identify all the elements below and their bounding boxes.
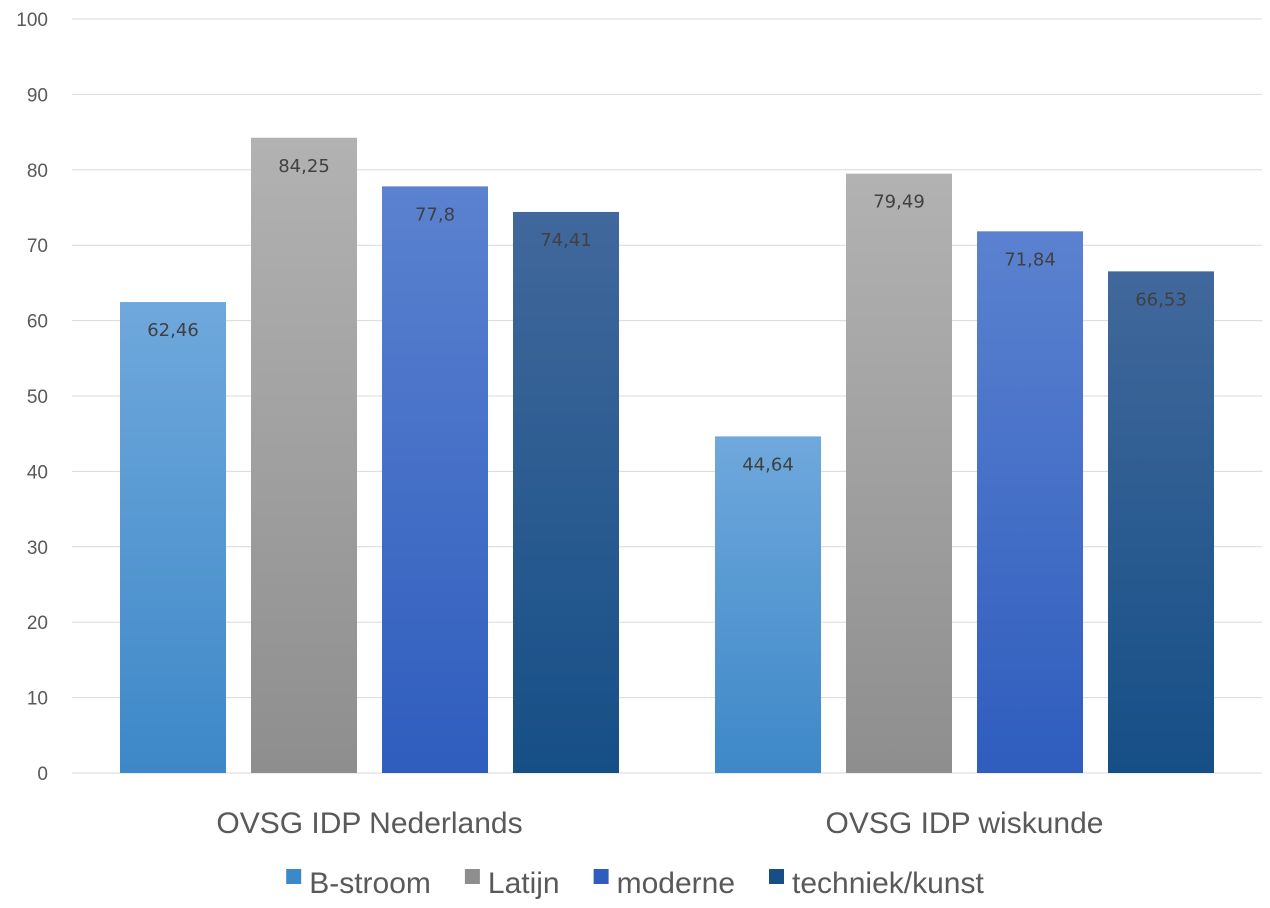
y-tick-label: 100 <box>16 10 48 31</box>
data-label: 71,84 <box>1004 249 1056 270</box>
y-tick-label: 50 <box>27 387 48 408</box>
legend-label: techniek/kunst <box>792 867 984 900</box>
y-tick-label: 70 <box>27 236 48 257</box>
legend-item: Latijn <box>464 867 560 900</box>
data-label: 77,8 <box>415 204 455 225</box>
y-tick-label: 40 <box>27 462 48 483</box>
y-tick-label: 90 <box>27 85 48 106</box>
y-tick-label: 80 <box>27 161 48 182</box>
legend-swatch <box>464 869 480 884</box>
y-tick-label: 0 <box>37 764 48 785</box>
bar-techniek-kunst <box>1108 271 1214 773</box>
legend-swatch <box>286 869 302 884</box>
x-category-label: OVSG IDP wiskunde <box>826 807 1104 840</box>
y-axis-ticks: 0 10 20 30 40 50 60 70 80 90 100 <box>16 10 48 785</box>
legend-swatch <box>769 869 785 884</box>
legend: B-stroom Latijn moderne techniek/kunst <box>286 867 984 900</box>
bars <box>120 137 1214 774</box>
y-tick-label: 60 <box>27 312 48 333</box>
bar-moderne <box>382 186 488 773</box>
data-labels: 62,46 84,25 77,8 74,41 44,64 79,49 71,84 66,53 <box>147 156 1187 476</box>
legend-swatch <box>593 869 609 884</box>
data-label: 62,46 <box>147 320 199 341</box>
bar-b-stroom <box>120 302 226 773</box>
y-tick-label: 30 <box>27 538 48 559</box>
legend-label: moderne <box>617 867 735 900</box>
legend-item: moderne <box>593 867 735 900</box>
y-tick-label: 20 <box>27 613 48 634</box>
bar-techniek-kunst <box>513 211 619 773</box>
data-label: 74,41 <box>540 230 592 251</box>
gridlines <box>72 18 1262 774</box>
bar-latijn <box>846 173 952 774</box>
bar-b-stroom <box>715 436 821 773</box>
x-axis-categories: OVSG IDP Nederlands OVSG IDP wiskunde <box>216 807 1103 840</box>
y-tick-label: 10 <box>27 689 48 710</box>
x-category-label: OVSG IDP Nederlands <box>216 807 522 840</box>
data-label: 84,25 <box>278 156 330 177</box>
data-label: 79,49 <box>873 192 925 213</box>
legend-label: B-stroom <box>309 867 431 900</box>
data-label: 44,64 <box>742 454 794 475</box>
bar-latijn <box>251 137 357 773</box>
data-label: 66,53 <box>1135 289 1187 310</box>
legend-item: B-stroom <box>286 867 431 900</box>
legend-label: Latijn <box>488 867 560 900</box>
legend-item: techniek/kunst <box>769 867 984 900</box>
bar-moderne <box>977 231 1083 773</box>
